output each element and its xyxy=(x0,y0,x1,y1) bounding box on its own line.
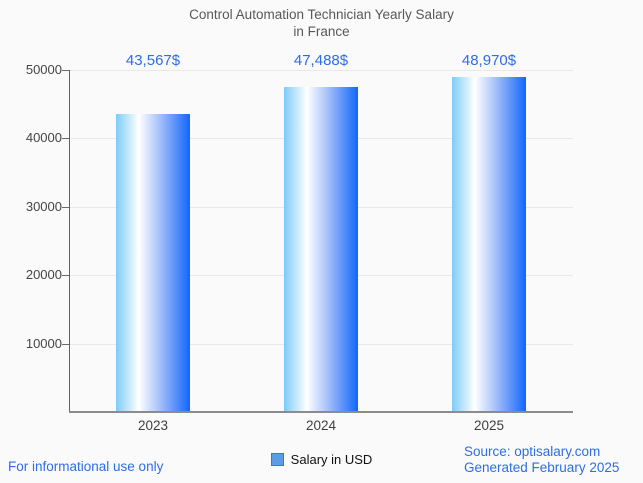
chart-title-line1: Control Automation Technician Yearly Sal… xyxy=(189,7,454,22)
y-axis-line xyxy=(69,70,70,413)
bar-2023[interactable] xyxy=(116,114,190,412)
legend-item[interactable]: Salary in USD xyxy=(0,452,643,467)
y-axis-label: 10000 xyxy=(25,335,62,351)
source-link[interactable]: Source: optisalary.com xyxy=(464,444,601,459)
legend-label: Salary in USD xyxy=(290,452,373,467)
y-axis-label: 50000 xyxy=(25,62,62,77)
generated-date: Generated February 2025 xyxy=(464,460,620,475)
chart-title-line2: in France xyxy=(293,24,350,39)
bar-2025[interactable] xyxy=(452,77,526,412)
y-axis-tick xyxy=(62,70,69,71)
y-axis-tick xyxy=(62,206,69,208)
y-axis-label: 20000 xyxy=(25,267,62,283)
x-axis-label: 2023 xyxy=(137,418,169,433)
bar-value-label: 47,488$ xyxy=(293,52,349,69)
disclaimer-text: For informational use only xyxy=(8,459,164,474)
x-axis-line xyxy=(69,411,573,413)
bar-value-label: 48,970$ xyxy=(461,52,517,69)
gridline xyxy=(69,70,573,71)
y-axis-label: 40000 xyxy=(25,130,62,146)
y-axis-tick xyxy=(62,343,69,345)
bar-value-label: 43,567$ xyxy=(125,52,181,69)
source-block: Source: optisalary.com Generated Februar… xyxy=(464,444,619,476)
y-axis-tick xyxy=(62,138,69,140)
bar-2024[interactable] xyxy=(284,87,358,412)
x-axis-label: 2025 xyxy=(473,418,505,433)
x-axis-label: 2024 xyxy=(305,418,337,433)
y-axis-tick xyxy=(62,275,69,277)
y-axis-label: 30000 xyxy=(25,198,62,214)
legend-swatch-icon xyxy=(270,453,284,466)
plot-area: 10000 20000 30000 40000 50000 43,567$ 2023 47,4… xyxy=(26,52,573,433)
chart-title: Control Automation Technician Yearly Sal… xyxy=(0,6,643,40)
